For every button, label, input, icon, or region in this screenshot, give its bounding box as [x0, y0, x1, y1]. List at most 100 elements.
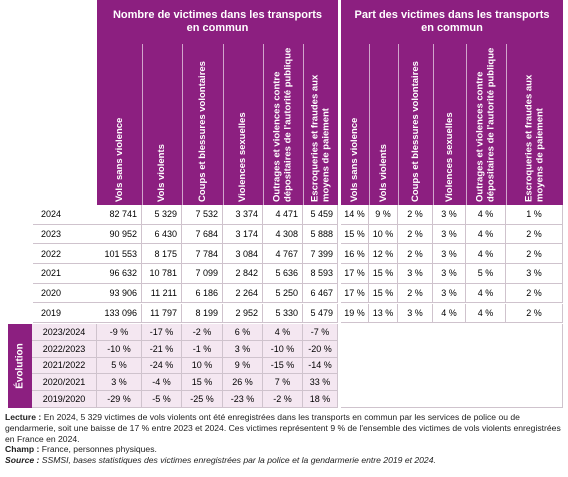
- row-label: 2020: [33, 284, 97, 304]
- group-title: Nombre de victimes dans les transports e…: [112, 9, 323, 34]
- count-cell: 4 471: [263, 205, 303, 225]
- share-cell: 5 %: [466, 264, 506, 284]
- evolution-cell: -10 %: [263, 340, 303, 358]
- count-cell: 4 308: [263, 224, 303, 245]
- column-header: Coups et blessures volontaires: [196, 61, 208, 202]
- evolution-cell: -2 %: [182, 324, 223, 341]
- evolution-cell: 10 %: [182, 357, 223, 375]
- count-cell: 3 174: [223, 224, 263, 245]
- evolution-cell: -24 %: [142, 357, 182, 375]
- count-cell: 11 797: [142, 303, 182, 324]
- header-divider: [263, 44, 264, 205]
- share-cell: 4 %: [466, 303, 506, 324]
- count-cell: 3 374: [223, 205, 263, 225]
- share-cell: 3 %: [433, 264, 466, 284]
- share-cell: 4 %: [466, 283, 506, 304]
- evolution-cell: -29 %: [97, 391, 142, 408]
- share-cell: 4 %: [466, 224, 506, 245]
- share-cell: 4 %: [466, 205, 506, 225]
- share-cell: 17 %: [341, 264, 369, 284]
- evolution-cell: 26 %: [223, 374, 263, 391]
- evolution-cell: -7 %: [303, 324, 338, 341]
- evolution-cell: -15 %: [263, 357, 303, 375]
- share-cell: 3 %: [433, 283, 466, 304]
- row-label: 2024: [33, 205, 97, 225]
- count-cell: 8 175: [142, 244, 182, 265]
- column-header: Escroqueries et fraudes aux moyens de pa…: [523, 74, 545, 202]
- share-cell: 3 %: [433, 205, 466, 225]
- count-cell: 8 199: [182, 303, 223, 324]
- count-cell: 82 741: [97, 205, 142, 225]
- count-cell: 7 399: [303, 244, 338, 265]
- count-cell: 2 952: [223, 303, 263, 324]
- evolution-cell: 18 %: [303, 391, 338, 408]
- note-text: SSMSI, bases statistiques des victimes e…: [41, 455, 436, 466]
- header-background: [97, 0, 338, 205]
- share-cell: 4 %: [433, 303, 466, 324]
- evolution-cell: -20 %: [303, 340, 338, 358]
- count-cell: 3 084: [223, 244, 263, 265]
- note-label: Champ :: [5, 444, 40, 455]
- share-cell: 2 %: [506, 303, 563, 324]
- share-cell: 2 %: [398, 283, 433, 304]
- count-cell: 96 632: [97, 264, 142, 284]
- evolution-row-label: 2022/2023: [32, 340, 97, 358]
- evolution-cell: 5 %: [97, 357, 142, 375]
- evolution-row-label: 2023/2024: [32, 324, 97, 341]
- header-divider: [369, 44, 370, 205]
- count-cell: 10 781: [142, 264, 182, 284]
- evolution-cell: -9 %: [97, 324, 142, 341]
- evolution-row-label: 2021/2022: [32, 357, 97, 375]
- share-cell: 16 %: [341, 244, 369, 265]
- group-title: Part des victimes dans les transports en…: [354, 9, 550, 34]
- evolution-cell: 3 %: [223, 340, 263, 358]
- header-divider: [506, 44, 507, 205]
- count-cell: 2 842: [223, 264, 263, 284]
- count-cell: 133 096: [97, 303, 142, 324]
- row-label: 2023: [33, 225, 97, 245]
- share-cell: 2 %: [398, 224, 433, 245]
- evolution-row-label: 2019/2020: [32, 391, 97, 408]
- evolution-cell: 15 %: [182, 374, 223, 391]
- evolution-blank: [341, 324, 563, 408]
- evolution-band: [8, 324, 32, 408]
- reading-note: Lecture : En 2024, 5 329 victimes de vol…: [5, 412, 563, 444]
- scope-note: Champ : France, personnes physiques.: [5, 444, 563, 455]
- column-header: Vols violents: [155, 144, 167, 202]
- column-header: Coups et blessures volontaires: [409, 61, 421, 202]
- share-cell: 19 %: [341, 303, 369, 324]
- source-note: Source : SSMSI, bases statistiques des v…: [5, 455, 563, 466]
- column-header: Vols sans violence: [113, 117, 125, 202]
- note-text: En 2024, 5 329 victimes de vols violents…: [5, 412, 561, 444]
- count-cell: 7 532: [182, 205, 223, 225]
- count-cell: 11 211: [142, 283, 182, 304]
- header-divider: [142, 44, 143, 205]
- share-cell: 2 %: [506, 244, 563, 265]
- evolution-cell: -23 %: [223, 391, 263, 408]
- evolution-cell: -14 %: [303, 357, 338, 375]
- count-cell: 6 430: [142, 224, 182, 245]
- share-cell: 3 %: [506, 264, 563, 284]
- evolution-cell: -10 %: [97, 340, 142, 358]
- evolution-cell: 7 %: [263, 374, 303, 391]
- note-label: Source :: [5, 455, 40, 466]
- share-cell: 3 %: [433, 244, 466, 265]
- share-cell: 9 %: [369, 205, 398, 225]
- column-header: Outrages et violences contre dépositaire…: [271, 47, 294, 202]
- header-background: [341, 0, 563, 205]
- evolution-cell: -17 %: [142, 324, 182, 341]
- count-cell: 6 186: [182, 283, 223, 304]
- count-cell: 5 250: [263, 283, 303, 304]
- share-cell: 3 %: [398, 264, 433, 284]
- count-cell: 5 636: [263, 264, 303, 284]
- count-cell: 6 467: [303, 283, 338, 304]
- evolution-cell: 4 %: [263, 324, 303, 341]
- evolution-cell: 9 %: [223, 357, 263, 375]
- evolution-cell: -1 %: [182, 340, 223, 358]
- share-cell: 3 %: [398, 303, 433, 324]
- share-cell: 2 %: [398, 244, 433, 265]
- count-cell: 4 767: [263, 244, 303, 265]
- row-label: 2019: [33, 304, 97, 324]
- evolution-cell: -5 %: [142, 391, 182, 408]
